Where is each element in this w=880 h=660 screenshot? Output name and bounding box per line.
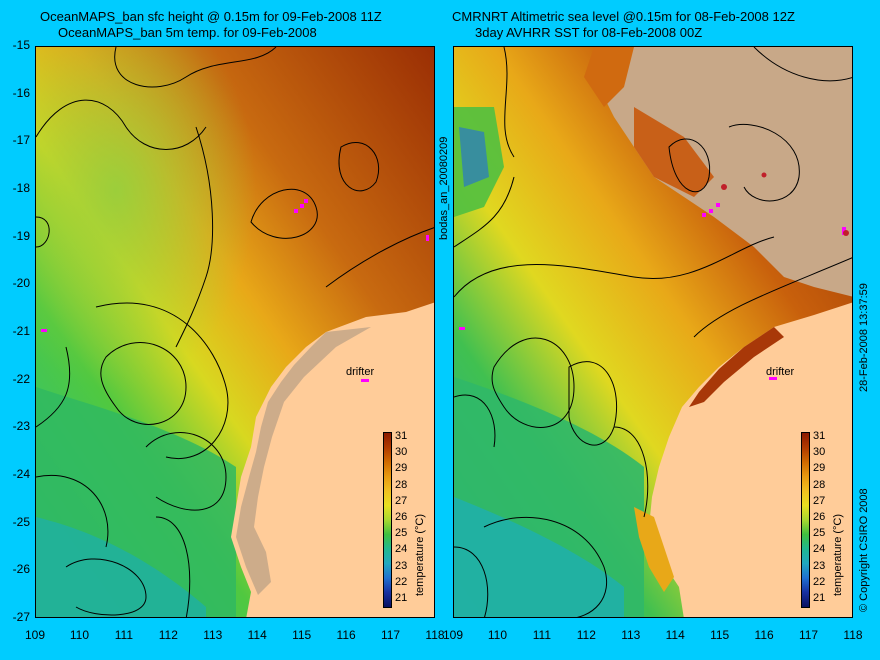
analysis-id-label: bodas_an_20080209: [438, 136, 450, 240]
copyright-label: © Copyright CSIRO 2008: [858, 488, 870, 612]
colorbar-tick-label: 31: [395, 430, 408, 442]
x-tick-label: 117: [380, 628, 401, 642]
colorbar-tick-label: 21: [813, 592, 826, 604]
colorbar-tick-label: 23: [395, 559, 408, 572]
colorbar-tick-label: 28: [395, 478, 408, 491]
right-map-panel: drifter: [453, 46, 853, 618]
right-title-line1: CMRNRT Altimetric sea level @0.15m for 0…: [452, 9, 795, 24]
x-tick-label: 115: [710, 628, 730, 642]
right-map: drifter: [454, 47, 852, 617]
colorbar-tick-label: 29: [813, 462, 826, 475]
colorbar-tick-label: 28: [813, 478, 826, 491]
colorbar-gradient: [383, 432, 392, 608]
x-tick-label: 118: [425, 628, 445, 642]
x-tick-label: 113: [621, 628, 641, 642]
y-tick-label: -20: [12, 276, 30, 291]
drifter-label-left: drifter: [346, 366, 374, 378]
x-tick-label: 109: [24, 628, 46, 642]
x-tick-label: 113: [203, 628, 223, 642]
left-title-line2: OceanMAPS_ban 5m temp. for 09-Feb-2008: [58, 25, 317, 40]
ssh-contours: [36, 47, 434, 617]
left-map: drifter: [36, 47, 434, 617]
colorbar-tick-label: 27: [395, 494, 408, 507]
colorbar-tick-label: 21: [395, 592, 408, 604]
y-tick-label: -27: [12, 610, 30, 624]
y-tick-label: -19: [12, 228, 30, 243]
colorbar-tick-label: 30: [813, 446, 826, 459]
ssh-contours: [454, 47, 852, 617]
y-tick-label: -18: [12, 181, 30, 195]
x-tick-label: 118: [843, 628, 863, 642]
colorbar-tick-label: 31: [813, 430, 826, 442]
colorbar-tick-label: 22: [395, 575, 408, 588]
drifter-label-right: drifter: [766, 366, 794, 378]
y-tick-label: -26: [12, 562, 30, 577]
x-tick-label: 116: [336, 628, 356, 642]
x-tick-label: 115: [292, 628, 312, 642]
x-tick-label: 111: [114, 628, 133, 642]
right-title-line2: 3day AVHRR SST for 08-Feb-2008 00Z: [475, 25, 703, 40]
colorbar-tick-label: 26: [395, 511, 408, 523]
y-tick-label: -16: [12, 85, 30, 100]
y-tick-label: -15: [12, 38, 30, 52]
y-tick-label: -22: [12, 371, 30, 386]
x-tick-label: 114: [247, 628, 267, 642]
colorbar-gradient: [801, 432, 810, 608]
colorbar-tick-label: 24: [395, 543, 408, 556]
y-tick-label: -21: [12, 324, 30, 338]
drifter-track: [41, 199, 429, 382]
x-tick-label: 110: [69, 628, 89, 642]
colorbar-tick-label: 22: [813, 575, 826, 588]
y-tick-label: -23: [12, 419, 30, 434]
timestamp-label: 28-Feb-2008 13:37:59: [858, 283, 870, 392]
x-tick-label: 114: [665, 628, 685, 642]
x-tick-label: 111: [532, 628, 551, 642]
y-tick-label: -24: [12, 467, 30, 481]
colorbar-title: temperature (°C): [414, 513, 426, 596]
x-tick-label: 112: [576, 628, 596, 642]
x-tick-label: 117: [798, 628, 819, 642]
colorbar-title: temperature (°C): [832, 513, 844, 596]
x-tick-label: 112: [158, 628, 178, 642]
colorbar-tick-label: 24: [813, 543, 826, 556]
colorbar-tick-label: 23: [813, 559, 826, 572]
colorbar-tick-label: 30: [395, 446, 408, 459]
x-tick-label: 110: [487, 628, 507, 642]
left-map-panel: drifter: [35, 46, 435, 618]
colorbar-tick-label: 25: [395, 527, 408, 540]
colorbar-tick-label: 29: [395, 462, 408, 475]
colorbar-tick-label: 27: [813, 494, 826, 507]
x-tick-label: 109: [442, 628, 464, 642]
x-tick-label: 116: [754, 628, 774, 642]
colorbar-tick-label: 26: [813, 511, 826, 523]
left-title-line1: OceanMAPS_ban sfc height @ 0.15m for 09-…: [40, 9, 382, 24]
y-tick-label: -25: [12, 514, 30, 529]
colorbar-tick-label: 25: [813, 527, 826, 540]
cloud-mask: [594, 47, 852, 297]
y-tick-label: -17: [12, 133, 30, 148]
